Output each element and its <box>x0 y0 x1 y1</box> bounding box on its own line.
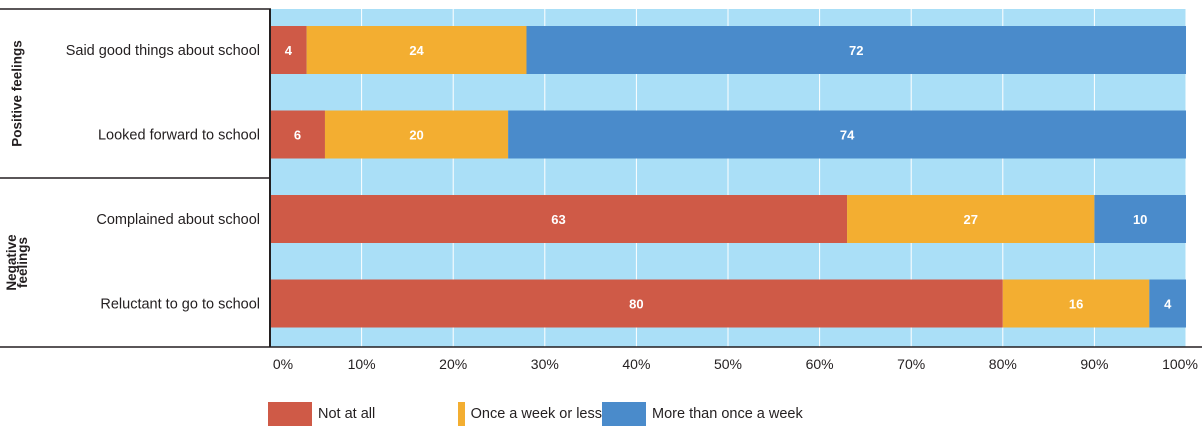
legend-label: Not at all <box>318 406 376 422</box>
bar-segment <box>526 26 1186 74</box>
x-tick-label: 90% <box>1080 356 1108 372</box>
bar-segment <box>270 26 307 74</box>
data-label: 6 <box>294 128 301 143</box>
bar-segment <box>1002 279 1150 328</box>
legend-swatch <box>268 402 312 426</box>
legend-swatch <box>458 402 465 426</box>
data-label: 16 <box>1069 297 1083 312</box>
legend-swatch <box>602 402 646 426</box>
x-tick-label: 10% <box>348 356 376 372</box>
x-tick-label: 0% <box>273 356 293 372</box>
legend-item: Once a week or less <box>458 402 602 426</box>
group-label: feelings <box>15 237 30 288</box>
x-tick-label: 40% <box>622 356 650 372</box>
data-label: 74 <box>840 128 855 143</box>
bar-segment <box>324 110 509 159</box>
legend-label: Once a week or less <box>470 406 602 422</box>
bar-segment <box>1094 195 1186 243</box>
data-label: 72 <box>849 43 863 58</box>
category-label: Complained about school <box>96 212 260 228</box>
bar-segment <box>270 195 848 243</box>
group-label: Negative <box>4 234 19 291</box>
data-label: 20 <box>409 128 423 143</box>
legend-item: More than once a week <box>602 402 803 426</box>
category-label: Reluctant to go to school <box>100 297 260 313</box>
data-label: 4 <box>1164 297 1172 312</box>
legend-label: More than once a week <box>652 406 803 422</box>
category-label: Looked forward to school <box>98 128 260 144</box>
data-label: 80 <box>629 297 643 312</box>
group-label: Positive feelings <box>10 40 25 147</box>
x-tick-label: 60% <box>806 356 834 372</box>
bar-segment <box>508 110 1186 159</box>
bar-segment <box>270 279 1003 328</box>
data-label: 27 <box>964 212 978 227</box>
data-label: 24 <box>409 43 424 58</box>
x-tick-label: 30% <box>531 356 559 372</box>
data-label: 10 <box>1133 212 1147 227</box>
data-label: 63 <box>551 212 565 227</box>
x-tick-label: 100% <box>1162 356 1198 372</box>
bar-segment <box>847 195 1095 243</box>
legend-item: Not at all <box>268 402 458 426</box>
x-tick-label: 20% <box>439 356 467 372</box>
data-label: 4 <box>285 43 293 58</box>
bar-segment <box>1149 279 1186 328</box>
x-tick-label: 70% <box>897 356 925 372</box>
x-tick-label: 50% <box>714 356 742 372</box>
category-label: Said good things about school <box>66 43 260 59</box>
bar-segment <box>270 110 325 159</box>
legend: Not at all Once a week or less More than o… <box>268 402 803 426</box>
x-tick-label: 80% <box>989 356 1017 372</box>
bar-segment <box>306 26 527 74</box>
